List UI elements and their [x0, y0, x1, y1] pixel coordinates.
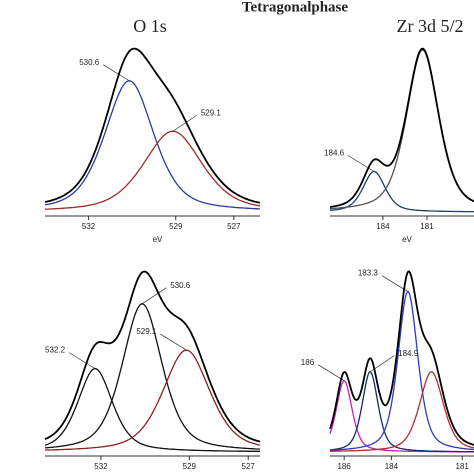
- x-axis-label: eV: [402, 235, 412, 244]
- envelope: [329, 270, 474, 446]
- x-tick-label: 527: [242, 462, 256, 471]
- component-peak: [44, 367, 261, 453]
- envelope: [329, 47, 474, 208]
- component-peak: [44, 303, 260, 450]
- leader-line: [68, 352, 96, 369]
- component-peak: [329, 371, 474, 453]
- x-tick-label: 181: [456, 462, 470, 471]
- peak-label: 532.2: [45, 346, 66, 355]
- leader-line: [347, 155, 375, 172]
- x-tick-label: 181: [420, 222, 434, 231]
- leader-line: [141, 287, 167, 305]
- peak-label: 184.6: [324, 149, 345, 158]
- component-peak: [330, 291, 474, 451]
- leader-line: [172, 114, 198, 132]
- component-peak: [44, 130, 261, 210]
- peak-label: 529.1: [201, 108, 222, 117]
- peak-label: 186: [301, 358, 315, 367]
- x-tick-label: 184: [385, 462, 399, 471]
- x-tick-label: 184: [376, 222, 390, 231]
- envelope: [44, 47, 261, 204]
- x-tick-label: 529: [183, 462, 197, 471]
- peak-label: 529.1: [136, 327, 157, 336]
- panel-title: Zr 3d 5/2: [397, 16, 464, 36]
- leader-line: [103, 64, 130, 82]
- peak-label: 530.6: [79, 58, 100, 67]
- figure-title: Tetragonalphase: [242, 0, 348, 15]
- x-tick-label: 532: [82, 222, 96, 231]
- component-peak: [330, 170, 474, 213]
- panel-title: O 1s: [133, 16, 167, 36]
- component-peak: [44, 349, 261, 451]
- x-axis-label: eV: [153, 235, 163, 244]
- peak-label: 183.3: [358, 269, 379, 278]
- component-peak: [330, 371, 474, 452]
- x-tick-label: 529: [169, 222, 183, 231]
- x-tick-label: 532: [94, 462, 108, 471]
- peak-label: 530.6: [170, 281, 191, 290]
- peak-label: 184.9: [398, 349, 419, 358]
- x-tick-label: 527: [227, 222, 241, 231]
- leader-line: [317, 364, 345, 381]
- component-peak: [329, 49, 474, 210]
- x-tick-label: 186: [337, 462, 351, 471]
- component-peak: [44, 80, 260, 210]
- envelope: [44, 270, 261, 443]
- leader-line: [160, 333, 187, 351]
